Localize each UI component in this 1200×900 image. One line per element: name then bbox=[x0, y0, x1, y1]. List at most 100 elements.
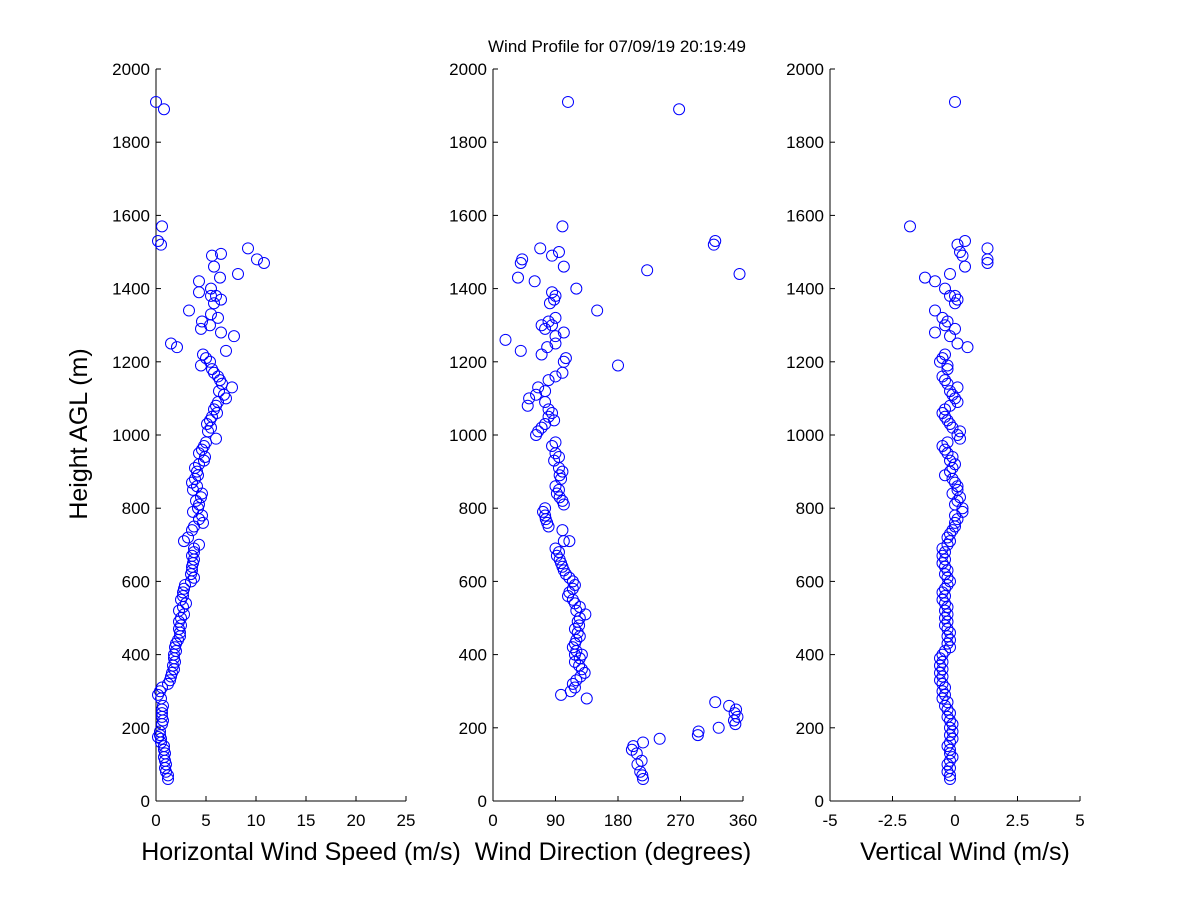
panel-direction: 0 200 400 600 800 1000 1200 1400 1600 1800 2000 0 90… bbox=[449, 60, 757, 866]
data-point bbox=[941, 710, 954, 723]
data-point bbox=[182, 531, 194, 544]
y-tick-label: 1200 bbox=[449, 353, 487, 372]
panel-vertical: 0 200 400 600 800 1000 1200 1400 1600 1800 2000 -5 -… bbox=[786, 60, 1085, 866]
data-point bbox=[514, 344, 527, 357]
data-point bbox=[570, 282, 583, 295]
x-tick-label: -5 bbox=[822, 811, 837, 830]
data-point bbox=[226, 381, 238, 394]
data-point bbox=[530, 388, 543, 401]
figure-ylabel: Height AGL (m) bbox=[65, 348, 93, 519]
y-tick-label: 2000 bbox=[112, 60, 150, 79]
data-point bbox=[193, 286, 205, 299]
data-point bbox=[934, 355, 946, 368]
y-tick-label: 1400 bbox=[449, 280, 487, 299]
data-point bbox=[941, 696, 954, 709]
data-point bbox=[539, 509, 552, 522]
y-tick-label: 600 bbox=[122, 572, 150, 591]
data-point bbox=[159, 762, 171, 775]
x-tick-label: 0 bbox=[151, 811, 160, 830]
data-point bbox=[707, 238, 720, 251]
data-point bbox=[936, 549, 949, 562]
data-point bbox=[215, 326, 227, 339]
data-point bbox=[530, 429, 543, 441]
data-point bbox=[549, 330, 562, 343]
data-point bbox=[944, 707, 956, 720]
data-point bbox=[941, 377, 954, 390]
x-tick-label: 10 bbox=[247, 811, 266, 830]
data-point bbox=[939, 374, 951, 387]
data-point bbox=[712, 721, 725, 734]
data-point bbox=[941, 315, 954, 328]
data-point bbox=[625, 743, 638, 756]
x-tick-label: 5 bbox=[1075, 811, 1084, 830]
x-tick-label: 270 bbox=[666, 811, 694, 830]
data-point bbox=[557, 326, 570, 339]
data-point bbox=[155, 692, 167, 705]
data-point bbox=[546, 319, 559, 332]
data-point bbox=[637, 773, 649, 786]
data-point bbox=[936, 677, 949, 690]
data-point bbox=[944, 330, 956, 343]
data-point bbox=[197, 348, 209, 361]
data-point bbox=[936, 557, 949, 570]
data-point bbox=[939, 443, 951, 456]
data-point bbox=[612, 359, 624, 372]
data-point bbox=[555, 688, 568, 701]
data-point bbox=[193, 447, 205, 460]
y-tick-label: 0 bbox=[478, 792, 487, 811]
data-point bbox=[548, 293, 561, 306]
data-point bbox=[152, 235, 164, 248]
data-point bbox=[232, 267, 244, 280]
data-point bbox=[951, 238, 964, 251]
data-point bbox=[949, 297, 961, 310]
y-tick-label: 800 bbox=[122, 499, 150, 518]
data-point bbox=[186, 524, 198, 537]
data-point bbox=[228, 330, 240, 343]
data-point bbox=[959, 235, 971, 248]
data-point bbox=[215, 247, 227, 260]
data-point bbox=[954, 246, 966, 258]
data-point bbox=[552, 246, 565, 258]
data-point bbox=[556, 465, 569, 478]
x-tick-label: 0 bbox=[950, 811, 959, 830]
x-tick-label: 2.5 bbox=[1006, 811, 1030, 830]
y-tick-label: 2000 bbox=[449, 60, 487, 79]
data-point bbox=[210, 432, 222, 445]
data-point bbox=[951, 429, 964, 441]
data-point bbox=[653, 732, 666, 745]
data-point bbox=[941, 608, 954, 621]
data-point bbox=[939, 597, 951, 610]
y-tick-label: 2000 bbox=[786, 60, 824, 79]
data-point bbox=[185, 568, 197, 581]
data-point bbox=[944, 575, 956, 588]
data-point bbox=[195, 359, 207, 372]
data-point bbox=[939, 612, 951, 624]
data-point bbox=[150, 95, 162, 108]
data-point bbox=[941, 740, 954, 753]
data-point bbox=[549, 337, 562, 350]
y-tick-label: 1800 bbox=[112, 133, 150, 152]
data-point bbox=[936, 655, 949, 668]
y-tick-label: 1200 bbox=[786, 353, 824, 372]
data-point bbox=[951, 396, 964, 409]
data-point bbox=[946, 751, 959, 764]
data-point bbox=[499, 333, 512, 346]
data-point bbox=[733, 267, 746, 280]
y-tick-label: 1800 bbox=[449, 133, 487, 152]
data-point bbox=[959, 260, 971, 273]
data-point bbox=[177, 586, 189, 599]
data-point bbox=[165, 337, 177, 350]
y-tick-label: 1400 bbox=[786, 280, 824, 299]
data-point bbox=[178, 535, 190, 548]
data-point bbox=[156, 220, 168, 233]
data-point bbox=[949, 322, 961, 335]
data-point bbox=[939, 319, 951, 332]
y-tick-label: 1600 bbox=[449, 206, 487, 225]
data-point bbox=[961, 341, 974, 354]
y-tick-label: 1600 bbox=[112, 206, 150, 225]
data-point bbox=[929, 326, 941, 339]
data-point bbox=[939, 553, 951, 566]
data-point bbox=[570, 674, 583, 687]
data-point bbox=[946, 725, 959, 738]
data-point bbox=[208, 260, 220, 273]
